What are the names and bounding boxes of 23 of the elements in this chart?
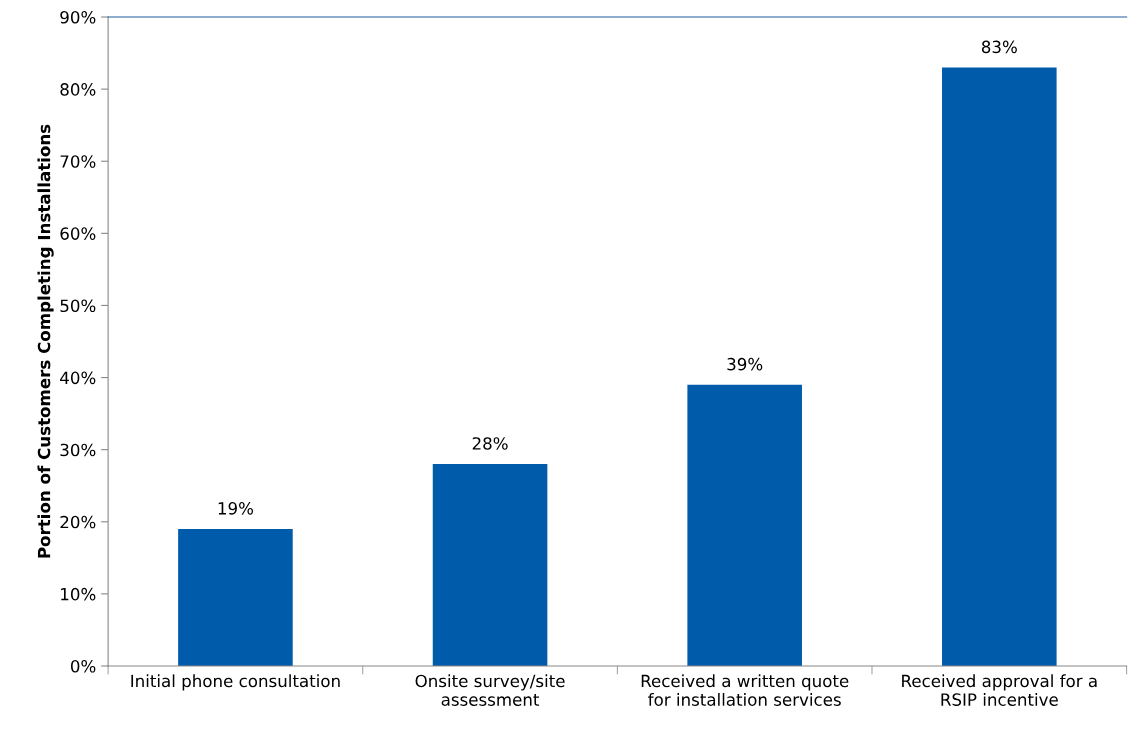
data-label: 19% — [218, 502, 254, 515]
y-tick-label: 30% — [60, 443, 96, 457]
y-tick-label: 20% — [60, 515, 96, 529]
y-tick-label: 70% — [60, 155, 96, 168]
data-label: 28% — [472, 437, 508, 450]
y-tick-label: 50% — [60, 299, 96, 313]
y-axis-title: Portion of Customers Completing Installations — [37, 124, 54, 558]
bar — [432, 464, 548, 666]
y-tick-label: 40% — [60, 371, 96, 385]
bar — [687, 384, 802, 666]
data-label: 83% — [981, 40, 1017, 54]
y-tick-label: 10% — [61, 587, 96, 601]
y-tick-label: 90% — [60, 10, 96, 24]
y-tick-label: 80% — [60, 83, 96, 96]
x-tick-label: Onsite survey/site assessment — [415, 674, 565, 706]
x-tick-label: Received a written quote for installation services — [641, 674, 849, 706]
y-tick-label: 60% — [60, 227, 96, 240]
data-label: 39% — [727, 357, 763, 371]
x-tick-label: Initial phone consultation — [131, 674, 340, 691]
bar — [178, 528, 293, 666]
x-tick-label: Received approval for a RSIP incentive — [902, 674, 1097, 706]
y-tick-label: 0% — [70, 659, 96, 673]
bar — [942, 67, 1057, 666]
